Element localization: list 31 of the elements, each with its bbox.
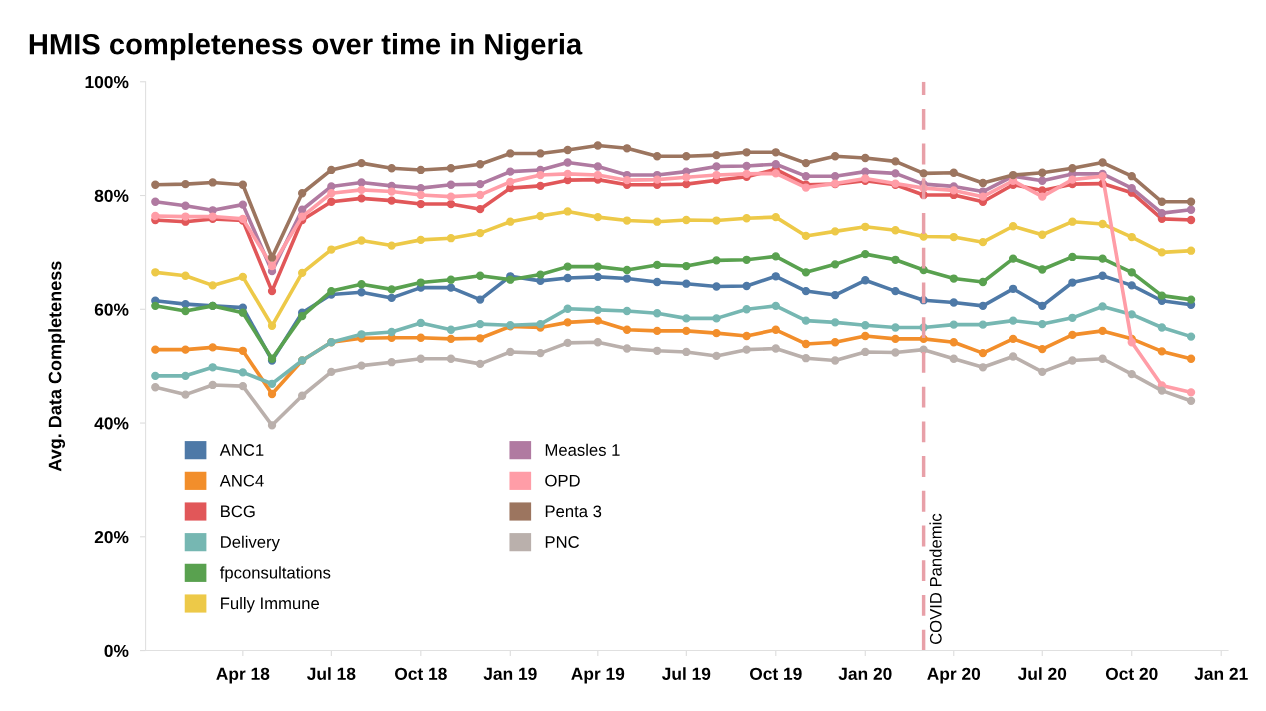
y-axis-title: Avg. Data Completeness bbox=[48, 261, 66, 472]
legend-label: ANC4 bbox=[219, 474, 264, 487]
x-tick-label: Jan 20 bbox=[838, 667, 892, 680]
chart-title: HMIS completeness over time in Nigeria bbox=[29, 33, 583, 61]
x-tick-label: Oct 18 bbox=[395, 667, 447, 680]
x-tick-label: Jan 19 bbox=[483, 667, 537, 680]
y-tick-label: 80% bbox=[94, 189, 129, 202]
x-tick-label: Apr 19 bbox=[571, 667, 625, 684]
y-tick-label: 20% bbox=[94, 530, 129, 544]
legend-label: Penta 3 bbox=[545, 505, 602, 518]
y-tick-label: 0% bbox=[104, 644, 129, 658]
legend-label: fpconsultations bbox=[219, 566, 331, 582]
legend-label: Delivery bbox=[221, 535, 280, 552]
y-tick-label: 100% bbox=[85, 75, 129, 89]
x-tick-label: Apr 20 bbox=[927, 667, 981, 684]
legend-label: Measles 1 bbox=[545, 443, 620, 456]
x-tick-label: Jul 19 bbox=[661, 667, 711, 680]
x-tick-label: Jul 20 bbox=[1017, 667, 1067, 680]
legend-label: OPD bbox=[545, 474, 580, 487]
x-tick-label: Oct 19 bbox=[749, 667, 802, 680]
legend-label: Fully Immune bbox=[221, 597, 320, 613]
x-tick-label: Oct 20 bbox=[1105, 667, 1158, 680]
y-tick-label: 60% bbox=[94, 303, 129, 316]
x-tick-label: Apr 18 bbox=[216, 667, 270, 684]
x-tick-label: Jan 21 bbox=[1194, 667, 1248, 680]
x-tick-label: Jul 18 bbox=[307, 667, 356, 680]
legend-label: BCG bbox=[221, 505, 255, 518]
ref-line-label: COVID Pandemic bbox=[929, 513, 942, 645]
y-tick-label: 40% bbox=[94, 417, 129, 430]
legend-label: ANC1 bbox=[219, 444, 264, 456]
legend-label: PNC bbox=[545, 536, 580, 548]
